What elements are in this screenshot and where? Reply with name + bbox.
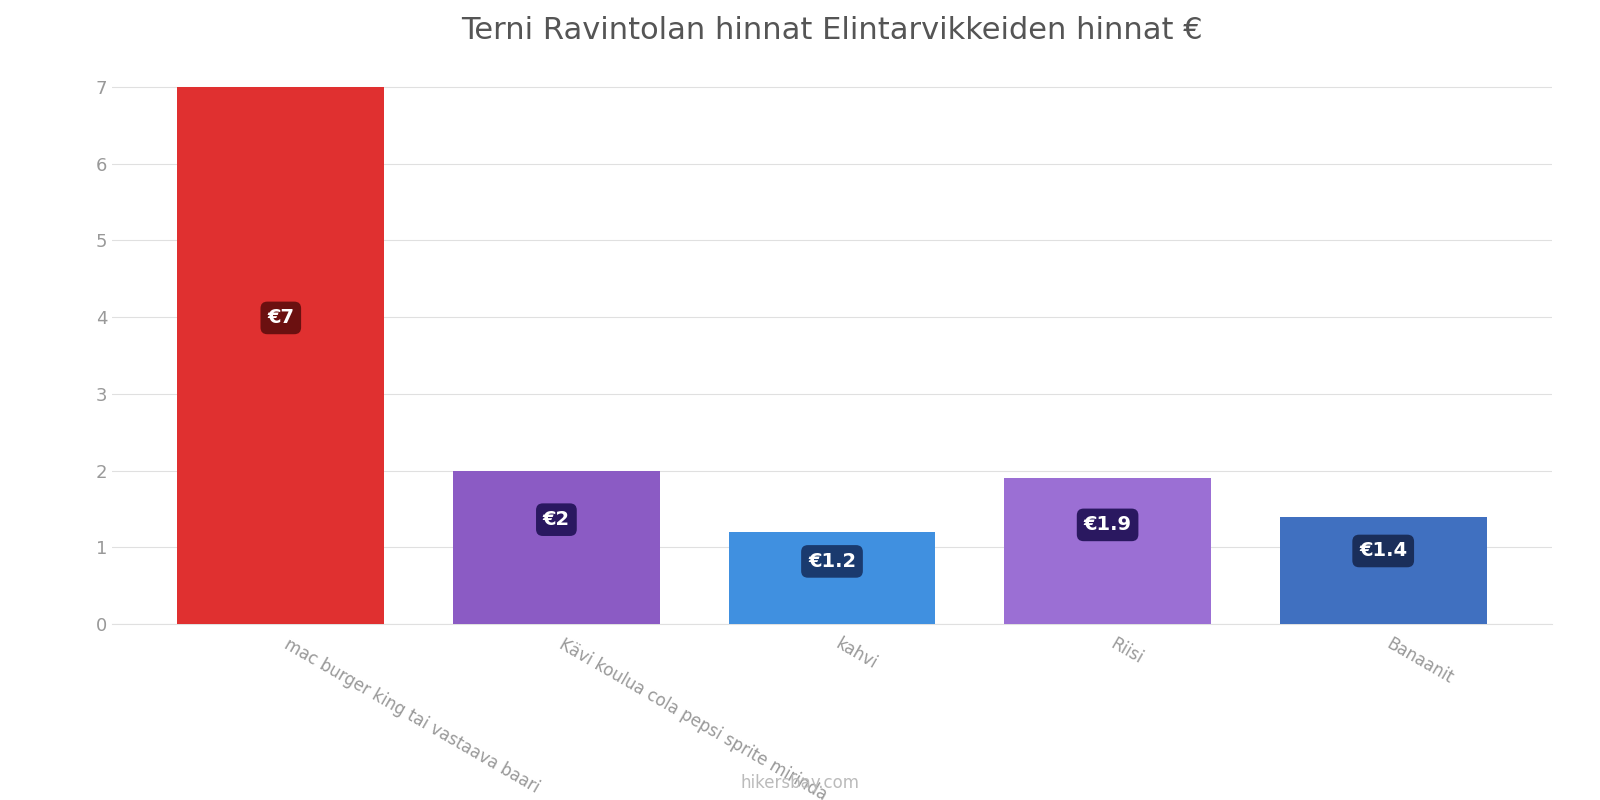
Text: €2: €2: [542, 510, 570, 529]
Text: €7: €7: [267, 309, 294, 327]
Text: hikersbay.com: hikersbay.com: [741, 774, 859, 792]
Bar: [1280, 517, 1486, 624]
Bar: [453, 470, 659, 624]
Bar: [728, 532, 936, 624]
Bar: [1005, 478, 1211, 624]
Text: €1.4: €1.4: [1358, 542, 1408, 561]
Text: €1.9: €1.9: [1083, 515, 1131, 534]
Text: €1.2: €1.2: [808, 552, 856, 571]
Bar: [178, 87, 384, 624]
Title: Terni Ravintolan hinnat Elintarvikkeiden hinnat €: Terni Ravintolan hinnat Elintarvikkeiden…: [461, 16, 1203, 45]
